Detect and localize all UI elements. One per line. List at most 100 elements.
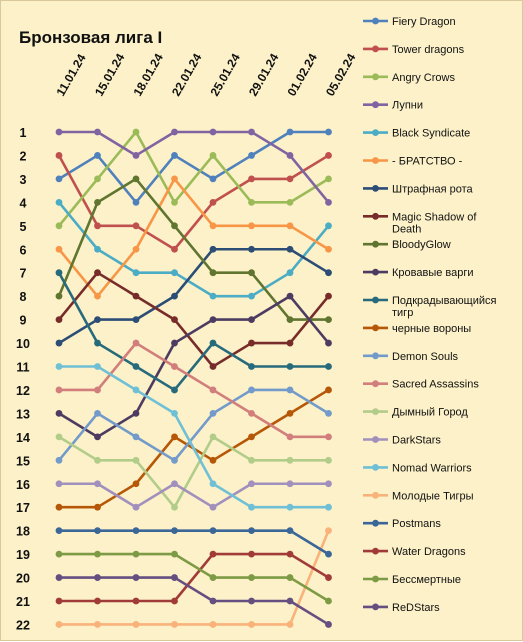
legend-label: DarkStars (392, 435, 441, 447)
data-point (325, 245, 332, 253)
data-point (94, 152, 101, 159)
data-point (209, 621, 217, 628)
series-group (55, 269, 332, 370)
data-point (55, 433, 63, 441)
data-point (209, 597, 217, 605)
data-point (94, 269, 101, 277)
data-point (55, 386, 63, 394)
legend-marker (372, 519, 379, 527)
legend-entry: Tower dragons (363, 44, 465, 56)
data-point (55, 292, 63, 300)
legend-label: Tower dragons (392, 44, 465, 56)
data-point (248, 316, 255, 323)
y-tick-label: 13 (16, 407, 30, 421)
y-tick-label: 20 (16, 572, 30, 586)
data-point (55, 503, 63, 511)
series-group (55, 128, 332, 206)
data-point (286, 363, 294, 370)
series-group (55, 175, 332, 300)
data-point (325, 480, 332, 488)
legend-entry: - БРАТСТВО - (363, 156, 463, 168)
x-tick-label: 29.01.24 (246, 51, 282, 99)
data-point (248, 222, 255, 230)
data-point (171, 527, 178, 535)
legend-marker (372, 408, 379, 415)
legend-entry: Sacred Assassins (363, 379, 479, 391)
y-tick-label: 2 (20, 149, 27, 163)
data-point (94, 363, 101, 370)
data-point (55, 245, 63, 253)
data-point (325, 503, 332, 511)
data-point (94, 621, 101, 628)
data-point (171, 245, 178, 253)
series-group (55, 386, 332, 464)
series-line (57, 154, 330, 251)
series-group (55, 292, 332, 441)
legend-label: Молодые Тигры (392, 490, 474, 502)
data-point (209, 363, 217, 370)
data-point (171, 198, 178, 206)
series-line (59, 341, 329, 439)
data-point (171, 363, 178, 370)
data-point (171, 574, 178, 581)
data-point (286, 597, 294, 605)
data-point (55, 152, 63, 159)
series-group (55, 269, 332, 394)
data-point (286, 527, 294, 535)
series-line (57, 130, 330, 227)
x-tick-label: 15.01.24 (92, 51, 128, 99)
data-point (94, 386, 101, 394)
legend-marker (372, 464, 379, 471)
data-point (325, 621, 332, 628)
legend-entry: BloodyGlow (363, 239, 451, 251)
x-tick-label: 22.01.24 (169, 51, 205, 99)
series-line (59, 365, 329, 509)
legend-marker (372, 157, 379, 164)
data-point (209, 433, 217, 441)
y-tick-label: 6 (20, 243, 27, 257)
data-point (286, 292, 294, 300)
data-point (209, 503, 217, 511)
data-point (248, 363, 255, 370)
data-point (132, 292, 140, 300)
y-tick-label: 5 (20, 220, 27, 234)
series-line (57, 272, 329, 392)
data-point (325, 597, 332, 605)
series-line (58, 294, 330, 439)
series-line (59, 529, 330, 556)
y-tick-label: 15 (16, 454, 30, 468)
data-point (325, 175, 332, 183)
series-line (59, 530, 330, 626)
data-point (171, 175, 178, 183)
data-point (171, 503, 178, 511)
x-tick-label: 25.01.24 (207, 51, 243, 99)
data-point (325, 128, 332, 136)
series-line (57, 388, 330, 462)
legend-label: Angry Crows (392, 72, 455, 84)
y-tick-label: 4 (20, 196, 27, 210)
data-point (325, 269, 332, 277)
data-point (325, 386, 332, 394)
data-point (248, 550, 255, 558)
data-point (55, 269, 63, 277)
data-point (94, 433, 101, 441)
y-tick-label: 18 (16, 525, 30, 539)
data-point (286, 503, 294, 511)
legend-entry: Fiery Dragon (363, 16, 456, 28)
data-point (55, 363, 63, 370)
data-point (325, 433, 332, 441)
data-point (132, 503, 140, 511)
series-line (58, 130, 329, 204)
data-point (286, 456, 294, 464)
data-point (132, 245, 140, 253)
legend-marker (372, 129, 379, 137)
series-line (58, 435, 329, 509)
data-point (286, 198, 294, 206)
data-point (248, 292, 255, 300)
legend-entry: Лупни (363, 100, 423, 112)
data-point (325, 222, 332, 230)
data-point (248, 339, 255, 347)
data-point (171, 480, 178, 488)
